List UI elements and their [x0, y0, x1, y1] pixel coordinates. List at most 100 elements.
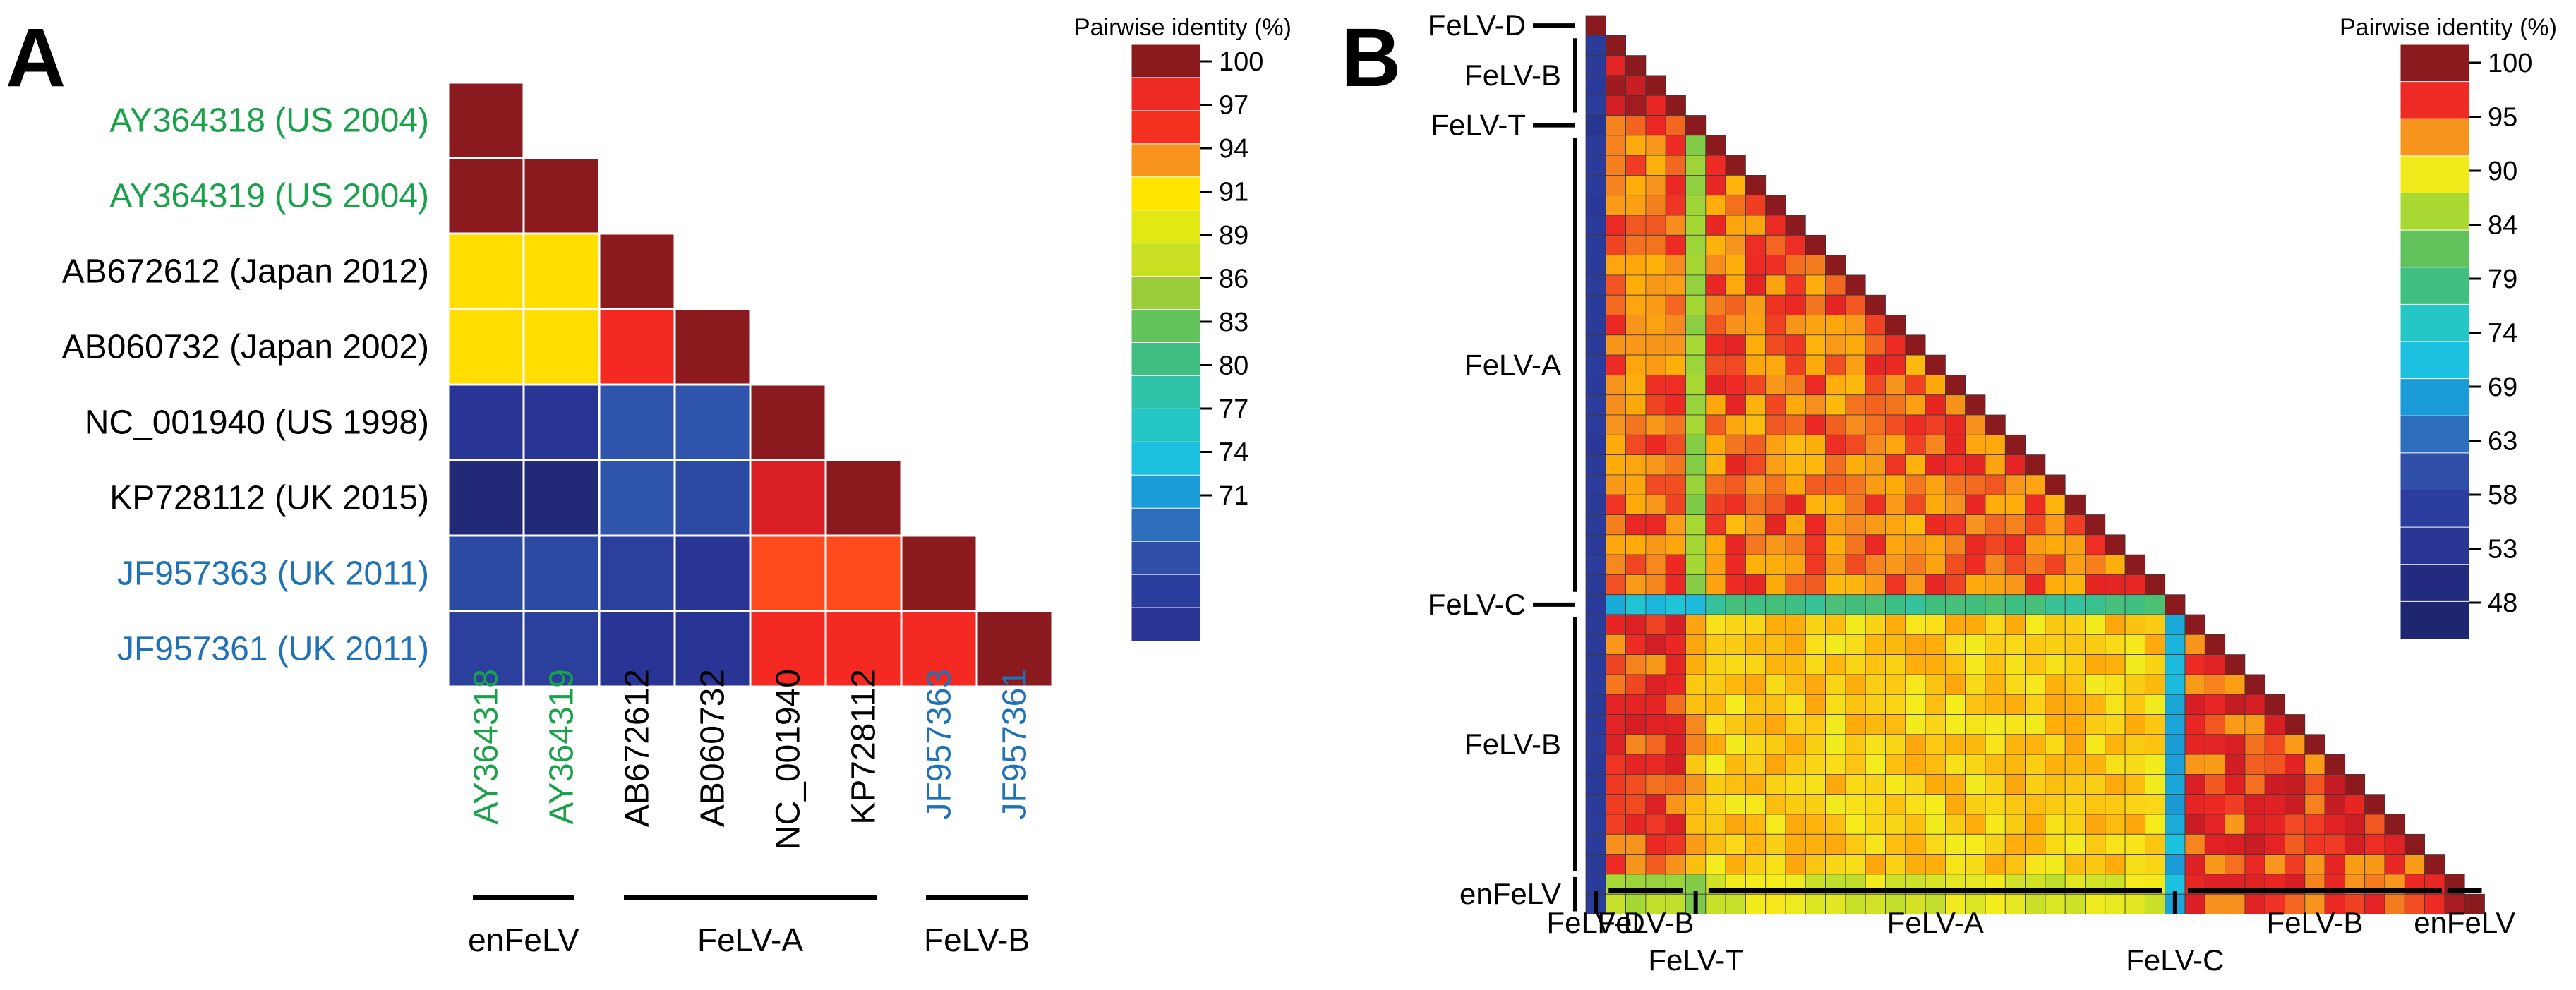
heatmap-cell: [1585, 574, 1606, 596]
column-label: JF957363: [921, 669, 958, 820]
heatmap-cell: [2324, 754, 2345, 775]
heatmap-cell: [1765, 514, 1786, 536]
heatmap-cell: [1725, 474, 1746, 495]
heatmap-cell: [2045, 734, 2066, 755]
heatmap-cell: [1865, 734, 1886, 755]
heatmap-cell: [1625, 135, 1647, 156]
heatmap-cell: [1825, 534, 1846, 555]
heatmap-cell: [1944, 594, 1966, 615]
heatmap-cell: [1665, 255, 1686, 276]
heatmap-cell: [1645, 294, 1666, 315]
heatmap-cell: [2025, 494, 2046, 515]
heatmap-cell: [1645, 474, 1666, 495]
heatmap-cell: [447, 308, 525, 386]
heatmap-cell: [1845, 714, 1866, 735]
heatmap-cell: [1585, 714, 1606, 735]
heatmap-cell: [1985, 434, 2006, 455]
heatmap-cell: [2184, 634, 2205, 655]
heatmap-cell: [1685, 174, 1707, 196]
heatmap-cell: [1725, 195, 1746, 216]
heatmap-cell: [2225, 754, 2246, 775]
heatmap-cell: [2184, 893, 2205, 914]
heatmap-cell: [1785, 694, 1806, 715]
heatmap-cell: [1725, 414, 1746, 435]
heatmap-cell: [2225, 814, 2246, 835]
heatmap-cell: [1985, 594, 2006, 615]
heatmap-cell: [1865, 414, 1886, 435]
heatmap-cell: [1625, 833, 1647, 855]
heatmap-cell: [2085, 554, 2106, 575]
heatmap-cell: [1845, 893, 1866, 914]
heatmap-cell: [2064, 554, 2086, 575]
heatmap-cell: [1805, 334, 1826, 356]
heatmap-cell: [1745, 694, 1767, 715]
heatmap-cell: [1705, 414, 1726, 435]
heatmap-cell: [1705, 594, 1726, 615]
heatmap-cell: [1705, 634, 1726, 655]
heatmap-cell: [1705, 814, 1726, 835]
legend-swatch: [1131, 143, 1201, 178]
heatmap-cell: [1625, 614, 1647, 635]
heatmap-cell: [1845, 454, 1866, 476]
heatmap-cell: [2025, 833, 2046, 855]
heatmap-cell: [1605, 55, 1627, 76]
heatmap-cell: [1605, 534, 1627, 555]
heatmap-cell: [1785, 754, 1806, 775]
heatmap-cell: [2384, 893, 2405, 914]
heatmap-cell: [2124, 814, 2145, 835]
heatmap-cell: [1605, 75, 1627, 96]
heatmap-cell: [1745, 534, 1767, 555]
heatmap-cell: [1944, 414, 1966, 435]
heatmap-cell: [2144, 794, 2166, 815]
heatmap-cell: [2244, 794, 2265, 815]
heatmap-cell: [2144, 854, 2166, 875]
heatmap-cell: [1585, 774, 1606, 795]
heatmap-cell: [2064, 494, 2086, 515]
heatmap-cell: [1645, 155, 1666, 176]
heatmap-cell: [1845, 274, 1866, 296]
heatmap-cell: [1665, 195, 1686, 216]
heatmap-cell: [2025, 734, 2046, 755]
heatmap-cell: [1725, 354, 1746, 375]
group-label: FeLV-D: [1547, 906, 1645, 939]
heatmap-cell: [2124, 754, 2145, 775]
heatmap-cell: [2384, 854, 2405, 875]
heatmap-cell: [1585, 454, 1606, 476]
heatmap-cell: [1885, 754, 1906, 775]
legend-tick-label: 74: [1219, 438, 1248, 468]
heatmap-cell: [1865, 794, 1886, 815]
heatmap-cell: [2264, 734, 2285, 755]
heatmap-cell: [1645, 174, 1666, 196]
heatmap-cell: [2124, 694, 2145, 715]
heatmap-cell: [1725, 494, 1746, 515]
heatmap-cell: [1745, 754, 1767, 775]
row-label: AY364319 (US 2004): [109, 178, 429, 215]
heatmap-cell: [2244, 754, 2265, 775]
heatmap-cell: [1925, 474, 1946, 495]
heatmap-cell: [2025, 534, 2046, 555]
heatmap-cell: [1965, 714, 1986, 735]
legend-swatch: [2400, 155, 2470, 194]
heatmap-cell: [1645, 394, 1666, 416]
heatmap-cell: [1905, 574, 1926, 596]
heatmap-cell: [1925, 833, 1946, 855]
heatmap-cell: [2124, 594, 2145, 615]
heatmap-cell: [2105, 833, 2126, 855]
heatmap-cell: [1865, 893, 1886, 914]
panel-b-letter: B: [1341, 11, 1401, 104]
heatmap-cell: [2004, 574, 2026, 596]
heatmap-cell: [1865, 854, 1886, 875]
heatmap-cell: [1645, 694, 1666, 715]
column-label: AY364319: [543, 669, 581, 825]
heatmap-cell: [1944, 833, 1966, 855]
heatmap-cell: [1765, 354, 1786, 375]
heatmap-cell: [1965, 434, 1986, 455]
heatmap-cell: [1765, 234, 1786, 255]
heatmap-cell: [2225, 694, 2246, 715]
heatmap-cell: [1705, 234, 1726, 255]
heatmap-cell: [1625, 594, 1647, 615]
legend-swatch: [2400, 490, 2470, 529]
heatmap-cell: [1585, 654, 1606, 675]
heatmap-cell: [1605, 574, 1627, 596]
heatmap-cell: [1805, 394, 1826, 416]
